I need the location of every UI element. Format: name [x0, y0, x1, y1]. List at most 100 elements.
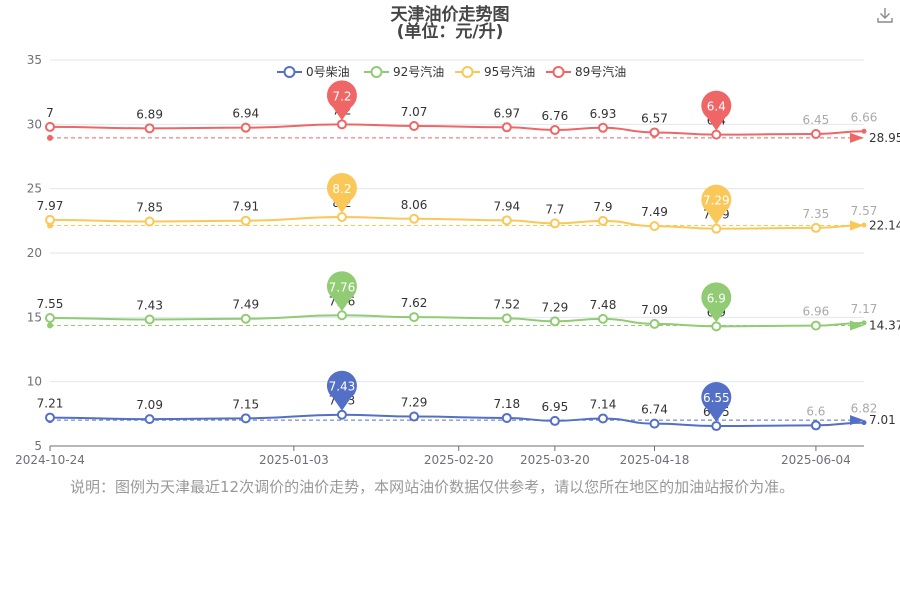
data-point: [501, 122, 512, 133]
markpoint-pin: [701, 90, 732, 131]
data-label: 7.91: [232, 200, 259, 214]
data-point: [861, 128, 867, 134]
data-point: [336, 211, 347, 222]
markpoint-label: 6.4: [707, 100, 726, 114]
data-point: [711, 421, 722, 432]
data-point: [861, 222, 867, 228]
legend-label: 0号柴油: [306, 65, 350, 79]
data-point: [45, 214, 55, 225]
data-point: [144, 314, 155, 325]
average-line-label: 7.01: [869, 413, 896, 427]
data-point: [409, 411, 420, 422]
chart-title: 天津油价走势图: [390, 5, 510, 25]
legend-marker: [370, 66, 383, 78]
markpoint-pin: [701, 184, 732, 225]
data-label: 7.09: [641, 303, 668, 317]
series-line: [49, 413, 865, 428]
data-label: 6.94: [232, 107, 259, 121]
markpoint-label: 7.29: [703, 194, 730, 208]
data-label: 7: [46, 106, 54, 120]
data-point: [409, 312, 420, 323]
series-line: [49, 123, 865, 136]
markpoint-label: 6.9: [707, 291, 726, 305]
data-point: [45, 121, 55, 132]
markpoint-label: 7.76: [329, 280, 356, 294]
data-point: [549, 415, 560, 426]
data-label: 6.95: [542, 400, 569, 414]
data-point: [336, 409, 347, 420]
data-point: [597, 313, 608, 324]
chart-subtitle: (单位：元/升): [396, 22, 504, 42]
data-point: [336, 119, 347, 130]
data-point: [240, 313, 251, 324]
data-label: 7.18: [493, 397, 520, 411]
download-icon[interactable]: [876, 6, 894, 24]
x-tick-label: 2024-10-24: [15, 453, 85, 467]
data-label: 6.93: [590, 107, 617, 121]
data-point: [409, 213, 420, 224]
data-point: [409, 121, 420, 132]
data-label: 6.76: [542, 109, 569, 123]
average-line-label: 28.95: [869, 131, 900, 145]
data-point: [810, 222, 821, 233]
data-point: [45, 312, 55, 323]
data-point: [810, 128, 821, 139]
y-tick-label: 30: [27, 117, 42, 131]
data-label: 7.97: [37, 199, 64, 213]
data-label: 7.94: [493, 199, 520, 213]
data-label: 6.6: [806, 404, 825, 418]
data-label: 7.43: [136, 299, 163, 313]
markpoint-pin: [326, 80, 357, 121]
data-label: 7.21: [37, 397, 64, 411]
average-line-label: 22.14: [869, 218, 900, 232]
average-line-label: 14.37: [869, 318, 900, 332]
data-point: [144, 216, 155, 227]
data-label: 7.55: [37, 297, 64, 311]
data-label: 6.66: [851, 110, 878, 124]
data-point: [240, 413, 251, 424]
data-label: 7.62: [401, 296, 428, 310]
data-point: [711, 129, 722, 140]
markpoint-pin: [326, 172, 357, 213]
data-label: 7.07: [401, 105, 428, 119]
data-point: [549, 218, 560, 229]
data-point: [336, 310, 347, 321]
markpoint-pin: [326, 370, 357, 411]
data-point: [45, 412, 55, 423]
data-label: 6.45: [803, 113, 830, 127]
markpoint-pin: [701, 282, 732, 323]
data-point: [711, 223, 722, 234]
data-label: 6.96: [803, 305, 830, 319]
data-label: 6.82: [851, 402, 878, 416]
data-point: [549, 124, 560, 135]
data-point: [649, 221, 660, 232]
legend-marker: [283, 66, 296, 78]
data-label: 7.9: [593, 200, 612, 214]
data-point: [649, 127, 660, 138]
y-tick-label: 35: [27, 53, 42, 67]
data-point: [810, 320, 821, 331]
data-label: 6.74: [641, 403, 668, 417]
data-label: 7.48: [590, 298, 617, 312]
data-label: 6.57: [641, 111, 668, 125]
data-point: [240, 122, 251, 133]
markpoint-pin: [701, 382, 732, 423]
data-label: 7.14: [590, 397, 617, 411]
data-label: 7.35: [803, 207, 830, 221]
series-line: [49, 314, 865, 328]
y-tick-label: 20: [27, 246, 42, 260]
data-point: [597, 413, 608, 424]
series-line: [49, 215, 865, 230]
data-point: [240, 215, 251, 226]
legend-marker: [461, 66, 474, 78]
legend-marker: [552, 66, 565, 78]
data-point: [861, 420, 867, 426]
data-point: [649, 418, 660, 429]
markpoint-label: 7.43: [329, 380, 356, 394]
x-tick-label: 2025-03-20: [520, 453, 590, 467]
average-line-start: [47, 134, 53, 141]
legend-label: 89号汽油: [575, 64, 626, 79]
data-label: 6.97: [493, 106, 520, 120]
data-label: 7.17: [851, 302, 878, 316]
